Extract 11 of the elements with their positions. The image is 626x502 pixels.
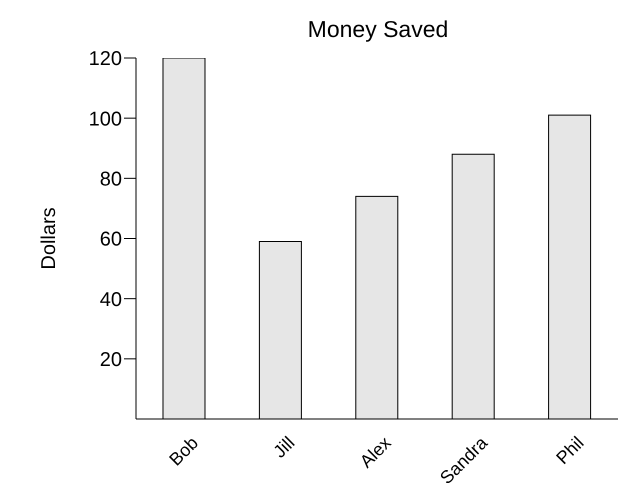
y-tick-label: 100 — [88, 108, 122, 130]
x-tick-label: Bob — [165, 432, 202, 470]
y-tick-label: 120 — [88, 48, 122, 70]
y-tick-label: 80 — [100, 168, 122, 190]
x-tick-label: Phil — [552, 432, 588, 468]
chart-title: Money Saved — [306, 16, 450, 43]
x-tick-label: Jill — [269, 432, 298, 462]
y-tick-label: 60 — [100, 228, 122, 251]
y-tick-label: 40 — [100, 288, 122, 311]
y-tick-label: 20 — [100, 348, 122, 371]
y-axis-title: Dollars — [38, 207, 60, 270]
